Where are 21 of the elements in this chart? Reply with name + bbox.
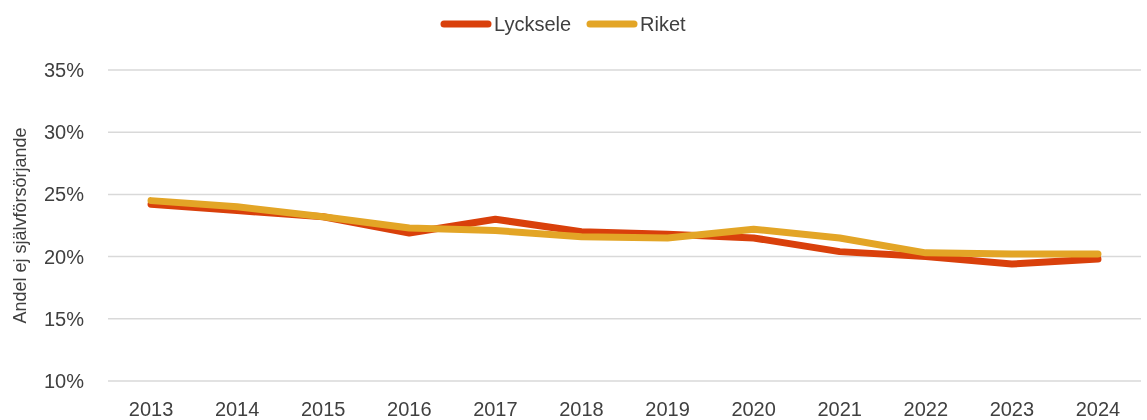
y-tick-label: 30% — [43, 121, 85, 144]
x-tick-label: 2015 — [300, 398, 346, 420]
x-tick-label: 2021 — [817, 398, 862, 420]
x-tick-label: 2019 — [645, 398, 690, 420]
y-tick-label: 25% — [43, 183, 85, 206]
y-tick-label: 15% — [43, 307, 85, 330]
x-tick-label: 2013 — [128, 398, 174, 420]
legend-label: Riket — [640, 13, 687, 35]
x-tick-label: 2016 — [387, 398, 432, 420]
x-tick-label: 2020 — [731, 398, 776, 420]
x-tick-label: 2022 — [903, 398, 949, 420]
y-tick-label: 10% — [43, 370, 85, 392]
x-tick-label: 2024 — [1075, 398, 1121, 420]
y-axis-title: Andel ej självförsörjande — [10, 127, 30, 324]
y-tick-label: 35% — [43, 59, 85, 81]
y-tick-label: 20% — [43, 245, 85, 268]
x-tick-label: 2017 — [473, 398, 518, 420]
x-tick-label: 2014 — [214, 398, 260, 420]
x-tick-label: 2023 — [989, 398, 1035, 420]
x-tick-label: 2018 — [559, 398, 604, 420]
legend-label: Lycksele — [494, 13, 572, 35]
